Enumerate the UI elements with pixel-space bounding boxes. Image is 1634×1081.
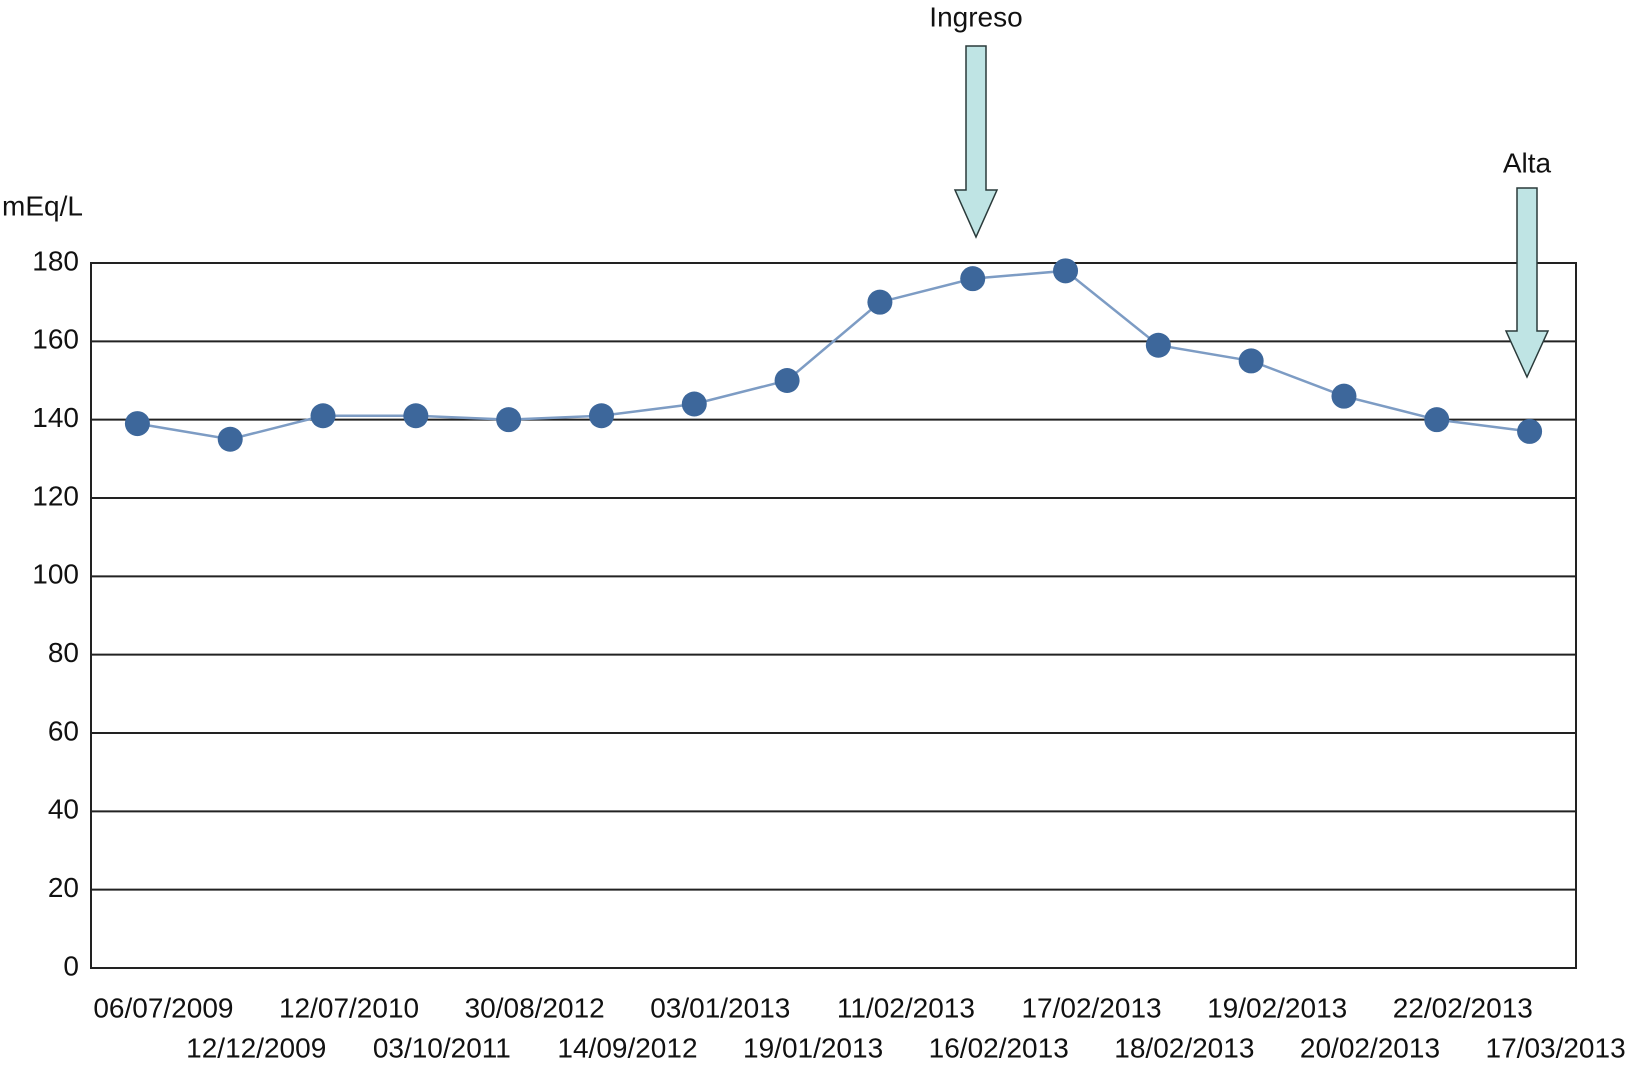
x-tick-label: 17/02/2013 xyxy=(1021,992,1161,1023)
y-tick-label: 20 xyxy=(48,872,79,903)
x-tick-label: 19/01/2013 xyxy=(743,1032,883,1063)
y-tick-label: 80 xyxy=(48,637,79,668)
data-point xyxy=(867,289,893,315)
y-tick-label: 100 xyxy=(32,559,79,590)
y-tick-label: 60 xyxy=(48,715,79,746)
x-tick-label: 11/02/2013 xyxy=(837,992,975,1023)
data-point xyxy=(1053,258,1079,284)
data-point xyxy=(1145,332,1171,358)
y-tick-label: 160 xyxy=(32,324,79,355)
x-tick-label: 03/10/2011 xyxy=(373,1032,511,1063)
x-tick-label: 18/02/2013 xyxy=(1114,1032,1254,1063)
y-tick-label: 40 xyxy=(48,794,79,825)
x-tick-label: 22/02/2013 xyxy=(1393,992,1533,1023)
x-tick-label: 06/07/2009 xyxy=(93,992,233,1023)
data-point xyxy=(681,391,707,417)
data-point xyxy=(124,411,150,437)
x-tick-label: 16/02/2013 xyxy=(929,1032,1069,1063)
data-point xyxy=(1331,383,1357,409)
data-point xyxy=(496,407,522,433)
data-point xyxy=(403,403,429,429)
annotation-label: Alta xyxy=(1503,147,1552,178)
y-tick-label: 140 xyxy=(32,402,79,433)
data-point xyxy=(310,403,336,429)
data-point xyxy=(960,266,986,292)
x-tick-label: 03/01/2013 xyxy=(650,992,790,1023)
y-tick-label: 0 xyxy=(63,950,79,981)
data-point xyxy=(774,368,800,393)
data-point xyxy=(588,403,614,429)
annotation-arrow xyxy=(953,45,999,239)
y-axis-label: mEq/L xyxy=(2,190,83,221)
plot-frame xyxy=(90,262,1577,969)
x-tick-label: 30/08/2012 xyxy=(465,992,605,1023)
x-tick-label: 14/09/2012 xyxy=(557,1032,697,1063)
x-tick-label: 20/02/2013 xyxy=(1300,1032,1440,1063)
data-point xyxy=(1517,418,1543,444)
x-tick-label: 19/02/2013 xyxy=(1207,992,1347,1023)
annotation-arrow xyxy=(1504,187,1550,379)
annotation-label: Ingreso xyxy=(929,1,1022,32)
y-tick-label: 180 xyxy=(32,245,79,276)
x-tick-label: 12/12/2009 xyxy=(186,1032,326,1063)
series-line xyxy=(137,269,1530,441)
data-point xyxy=(217,426,243,452)
x-tick-label: 17/03/2013 xyxy=(1486,1032,1626,1063)
x-tick-label: 12/07/2010 xyxy=(279,992,419,1023)
data-point xyxy=(1238,348,1264,374)
data-point xyxy=(1424,407,1450,433)
y-tick-label: 120 xyxy=(32,480,79,511)
